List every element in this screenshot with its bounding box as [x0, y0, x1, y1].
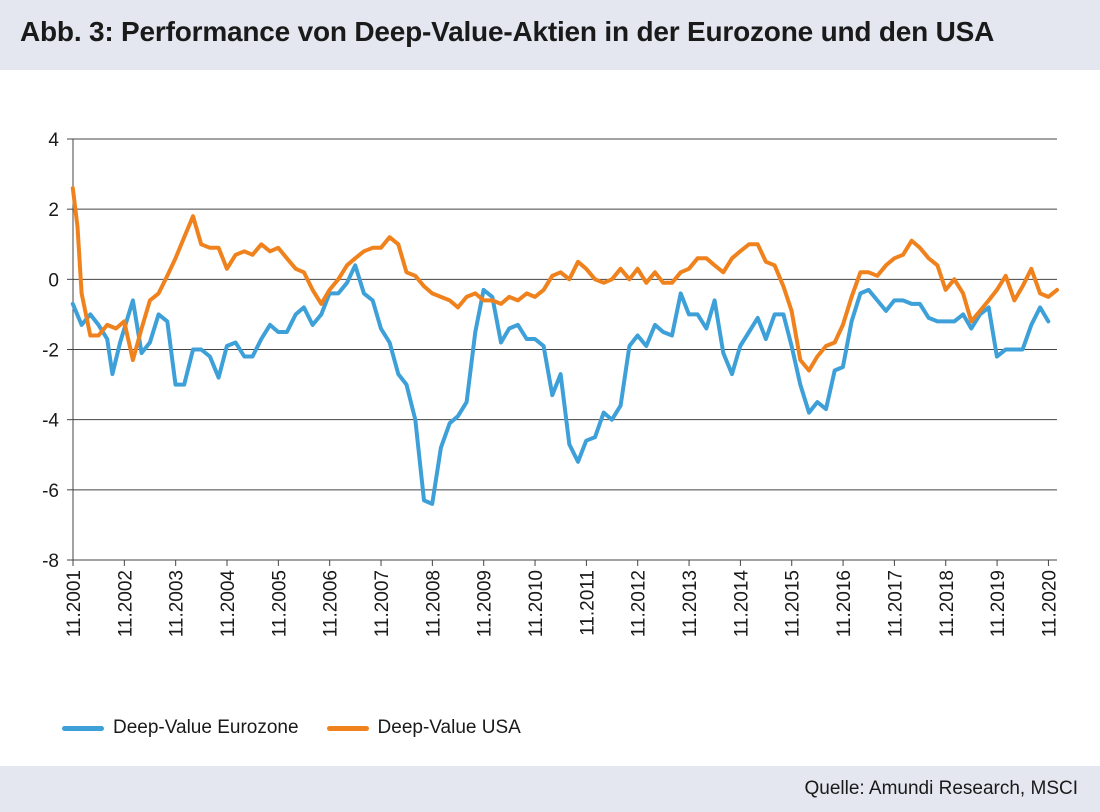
legend: Deep-Value Eurozone Deep-Value USA [62, 715, 549, 741]
x-tick-label: 11.2009 [475, 570, 496, 637]
x-tick-label: 11.2015 [783, 570, 804, 637]
x-tick-label: 11.2017 [885, 570, 906, 637]
x-tick-label: 11.2008 [423, 570, 444, 637]
source-note: Quelle: Amundi Research, MSCI [804, 778, 1078, 799]
y-tick-label: -8 [42, 551, 59, 572]
x-tick-label: 11.2010 [526, 570, 547, 637]
y-tick-label: -6 [42, 481, 59, 502]
x-tick-label: 11.2004 [218, 570, 239, 638]
x-tick-label: 11.2012 [629, 570, 650, 637]
x-tick-label: 11.2019 [988, 570, 1009, 637]
x-tick-label: 11.2013 [680, 570, 701, 637]
series-line-usa [70, 186, 1059, 373]
x-tick-label: 11.2001 [64, 570, 85, 637]
x-tick-label: 11.2006 [321, 570, 342, 637]
y-tick-label: 2 [48, 200, 59, 221]
legend-item-usa: Deep-Value USA [326, 717, 521, 739]
chart-title: Abb. 3: Performance von Deep-Value-Aktie… [20, 16, 995, 47]
x-tick-label: 11.2016 [834, 570, 855, 637]
x-tick-label: 11.2003 [167, 570, 188, 637]
series-layer [70, 186, 1059, 506]
x-tick-label: 11.2007 [372, 570, 393, 637]
legend-swatch-eurozone [62, 725, 104, 731]
x-tick-label: 11.2011 [577, 570, 598, 636]
x-tick-label: 11.2002 [115, 570, 136, 637]
x-tick-label: 11.2005 [269, 570, 290, 637]
y-tick-label: 0 [48, 270, 59, 291]
header-band: Abb. 3: Performance von Deep-Value-Aktie… [0, 0, 1100, 70]
x-tick-label: 11.2014 [731, 570, 752, 638]
legend-label-eurozone: Deep-Value Eurozone [113, 717, 299, 738]
x-tick-label: 11.2018 [937, 570, 958, 637]
y-tick-label: -2 [42, 341, 59, 362]
grid-layer [73, 138, 1057, 561]
legend-item-eurozone: Deep-Value Eurozone [62, 717, 299, 739]
series-line-eurozone [70, 263, 1051, 506]
y-tick-label: 4 [48, 130, 59, 151]
axis-layer: 4 2 0 -2 -4 -6 -811.2001 11.2002 11.2003 11.2004 1… [42, 130, 1060, 637]
y-tick-label: -4 [42, 411, 59, 432]
legend-swatch-usa [326, 725, 369, 731]
legend-label-usa: Deep-Value USA [377, 717, 521, 738]
footer-band: Quelle: Amundi Research, MSCI [0, 766, 1100, 812]
x-tick-label: 11.2020 [1039, 570, 1060, 637]
